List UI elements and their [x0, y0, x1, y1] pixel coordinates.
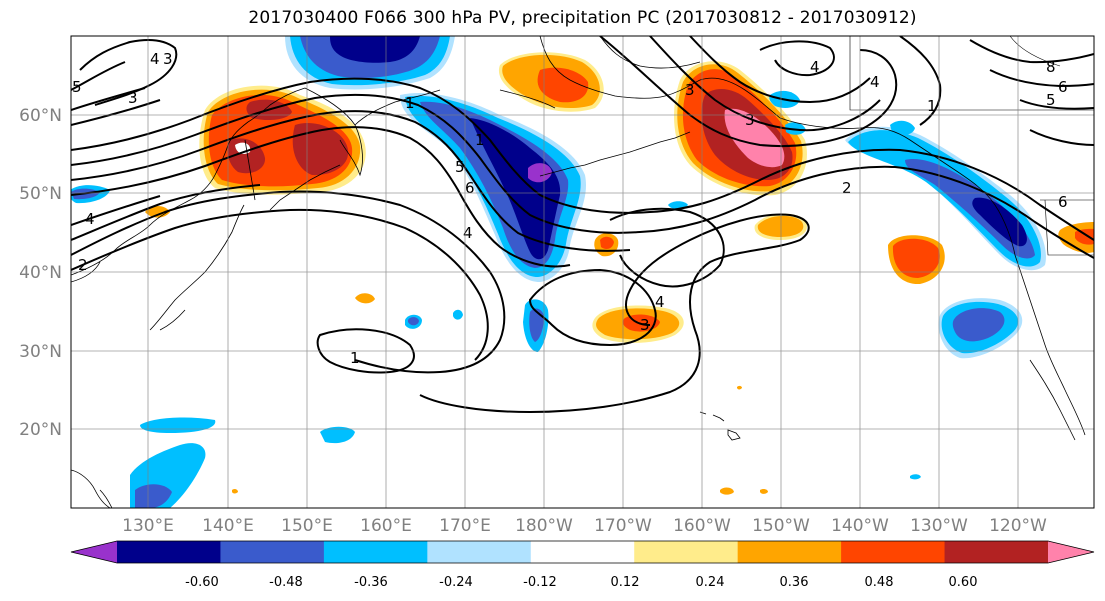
lon-label: 150°W — [752, 516, 810, 536]
contour-label: 5 — [1046, 91, 1056, 109]
contour-label: 1 — [475, 131, 485, 149]
precip-shading — [71, 36, 1094, 508]
colorbar-swatch — [117, 541, 221, 563]
contour-label: 4 — [463, 224, 473, 242]
colorbar-swatch — [737, 541, 842, 563]
lon-label: 130°W — [910, 516, 968, 536]
colorbar-tick-label: -0.36 — [354, 575, 388, 590]
contour-label: 1 — [405, 94, 415, 112]
map-title: 2017030400 F066 300 hPa PV, precipitatio… — [248, 8, 917, 28]
contour-label: 8 — [1046, 58, 1056, 76]
colorbar-tick-label: 0.36 — [780, 575, 809, 590]
lon-label: 140°E — [202, 516, 254, 536]
colorbar-tick-label: -0.12 — [523, 575, 557, 590]
colorbar-extend-max — [1048, 541, 1094, 563]
longitude-labels: 130°E 140°E 150°E 160°E 170°E 180°W 170°… — [122, 516, 1047, 536]
pv-contours — [71, 36, 1094, 414]
plot-frame — [70, 35, 1095, 509]
colorbar-tick-labels: -0.60 -0.48 -0.36 -0.24 -0.12 0.12 0.24 … — [185, 575, 977, 590]
contour-label: 3 — [128, 89, 138, 107]
lat-label: 60°N — [19, 106, 62, 126]
contour-label: 4 — [655, 293, 665, 311]
colorbar-swatch — [427, 541, 532, 563]
colorbar-tick-label: 0.48 — [865, 575, 894, 590]
lon-label: 130°E — [122, 516, 174, 536]
lon-label: 160°W — [673, 516, 731, 536]
lon-label: 120°W — [989, 516, 1047, 536]
contour-label: 4 — [870, 73, 880, 91]
lat-label: 30°N — [19, 342, 62, 362]
lon-label: 160°E — [360, 516, 412, 536]
lon-label: 170°E — [439, 516, 491, 536]
contour-label: 6 — [465, 179, 475, 197]
lon-label: 180°W — [515, 516, 573, 536]
contour-label: 5 — [72, 78, 82, 96]
colorbar-swatch — [944, 541, 1049, 563]
lon-label: 150°E — [281, 516, 333, 536]
pv-contour-labels: 5 4 3 3 2 1 1 4 5 6 4 3 4 3 8 6 5 1 2 6 … — [72, 50, 1068, 367]
contour-label: 4 — [85, 210, 95, 228]
contour-label: 5 — [455, 158, 465, 176]
colorbar — [70, 540, 1095, 564]
lat-label: 50°N — [19, 184, 62, 204]
contour-label: 3 — [685, 81, 695, 99]
lon-label: 170°W — [594, 516, 652, 536]
contour-label: 2 — [842, 179, 852, 197]
colorbar-tick-label: 0.12 — [611, 575, 640, 590]
contour-label: 3 — [163, 50, 173, 68]
colorbar-outline — [70, 540, 1095, 564]
colorbar-swatch — [220, 541, 325, 563]
coastlines — [71, 36, 1094, 508]
colorbar-tick-label: -0.48 — [269, 575, 303, 590]
contour-label: 3 — [640, 316, 650, 334]
contour-label: 2 — [78, 256, 88, 274]
contour-label: 1 — [350, 349, 360, 367]
contour-label: 3 — [745, 111, 755, 129]
colorbar-extend-min — [71, 541, 117, 563]
contour-label: 1 — [927, 97, 937, 115]
lat-label: 20°N — [19, 420, 62, 440]
colorbar-tick-label: -0.60 — [185, 575, 219, 590]
contour-label: 4 — [810, 58, 820, 76]
lon-label: 140°W — [831, 516, 889, 536]
colorbar-swatch — [841, 541, 946, 563]
contour-label: 6 — [1058, 78, 1068, 96]
colorbar-swatch — [634, 541, 739, 563]
colorbar-swatch — [530, 541, 635, 563]
latitude-labels: 60°N 50°N 40°N 30°N 20°N — [19, 106, 62, 440]
contour-label: 4 — [150, 50, 160, 68]
colorbar-swatch — [323, 541, 428, 563]
colorbar-tick-label: 0.24 — [696, 575, 725, 590]
lat-label: 40°N — [19, 263, 62, 283]
contour-label: 6 — [1058, 193, 1068, 211]
colorbar-tick-label: -0.24 — [439, 575, 473, 590]
colorbar-tick-label: 0.60 — [949, 575, 978, 590]
gridlines — [71, 36, 1094, 508]
